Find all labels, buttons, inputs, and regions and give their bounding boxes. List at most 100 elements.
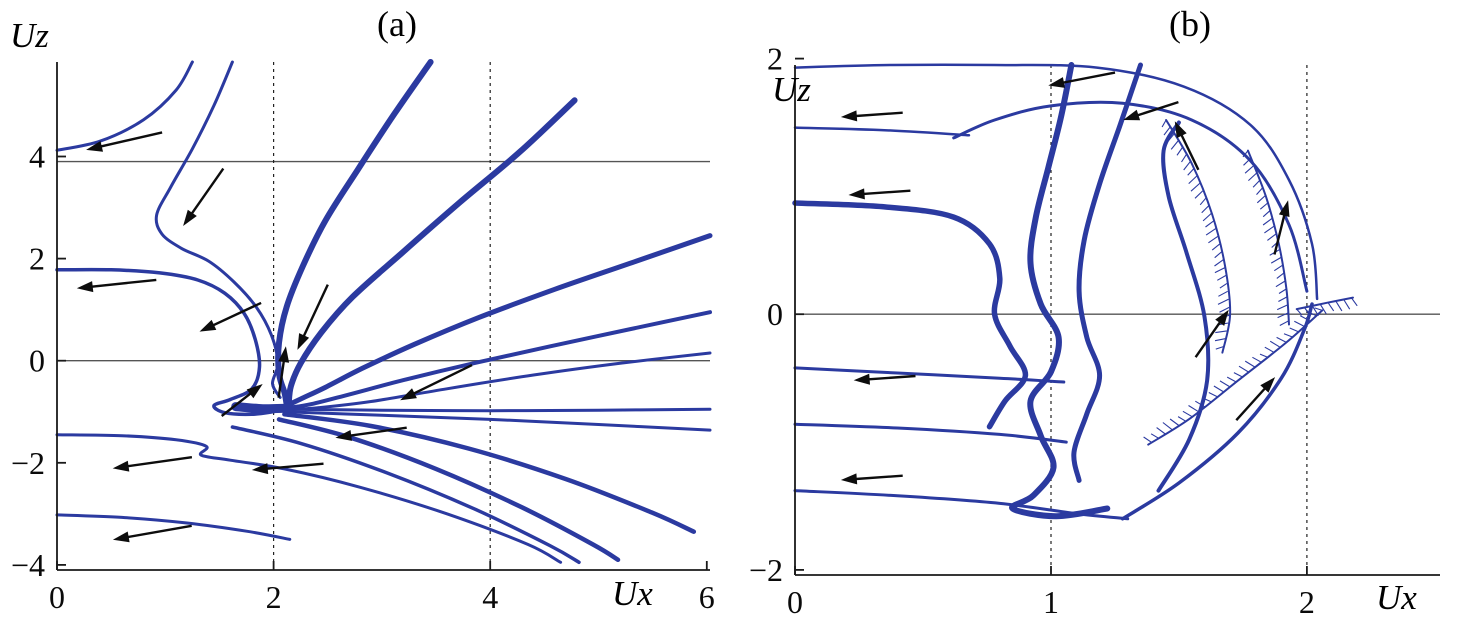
trajectory-fringe: [1296, 308, 1303, 316]
trajectory-fringe: [1161, 119, 1167, 128]
trajectory-fringe: [1242, 150, 1249, 158]
trajectory-fringe: [1327, 302, 1335, 312]
trajectory-fringe: [1335, 300, 1343, 312]
trajectory-fringe: [1218, 290, 1228, 297]
trajectory: [792, 200, 1029, 430]
trajectory: [1165, 119, 1232, 354]
x-tick-label: 2: [266, 579, 282, 615]
trajectory-fringe: [1256, 194, 1266, 204]
trajectory-fringe: [1156, 427, 1166, 435]
panel-a: 0 2 4 6 −4 −2 0 2 4: [11, 59, 715, 615]
trajectory-fringe: [1277, 312, 1289, 319]
trajectory-fringe: [1278, 288, 1287, 294]
trajectory-fringe: [1214, 259, 1224, 267]
panel-a-ylabel: Uz: [10, 16, 49, 55]
flow-arrow: [848, 188, 911, 200]
flow-arrow: [1194, 309, 1229, 358]
trajectory-fringe: [1275, 280, 1286, 288]
trajectory-fringe: [1201, 205, 1210, 214]
flow-arrow: [297, 284, 329, 350]
trajectory-fringe: [1219, 282, 1228, 289]
trajectory-fringe: [1217, 298, 1229, 305]
trajectory-fringe: [1294, 320, 1305, 327]
trajectory: [793, 489, 1130, 521]
trajectory-fringe: [1279, 320, 1289, 326]
trajectory-fringe: [1215, 345, 1224, 350]
trajectory-fringe: [1248, 172, 1258, 182]
trajectory-fringe: [1238, 365, 1249, 373]
y-tick-label: 2: [29, 241, 45, 277]
trajectory-fringe: [1256, 187, 1263, 195]
y-tick-label: 0: [767, 296, 783, 332]
trajectory-fringe: [1182, 410, 1193, 418]
trajectory-fringe: [1306, 310, 1317, 317]
trajectory: [288, 310, 712, 410]
trajectory-fringe: [1262, 210, 1271, 218]
flow-arrow: [112, 456, 193, 472]
trajectory-fringe: [1278, 296, 1288, 302]
trajectory-fringe: [1150, 433, 1159, 439]
trajectory-fringe: [1273, 264, 1283, 272]
y-tick-label: 2: [767, 41, 783, 77]
trajectory: [793, 366, 1066, 384]
flow-arrow: [1273, 200, 1290, 255]
flow-arrow: [335, 426, 407, 441]
trajectory-fringe: [1276, 336, 1287, 343]
trajectory-fringe: [1314, 307, 1323, 311]
trajectory-fringe: [1259, 353, 1268, 358]
trajectory: [1147, 309, 1324, 446]
trajectory-fringe: [1270, 256, 1282, 264]
trajectory-fringe: [1276, 272, 1285, 279]
trajectory: [231, 402, 295, 414]
trajectory-fringe: [1289, 327, 1299, 333]
y-tick-label: −2: [11, 445, 45, 481]
trajectory: [154, 60, 282, 399]
trajectory-fringe: [1252, 180, 1260, 188]
panel-b-ylabel: Uz: [772, 70, 811, 109]
panel-a-title: (a): [377, 4, 417, 44]
trajectory-fringe: [1187, 168, 1195, 176]
flow-arrow: [840, 110, 903, 122]
trajectory-fringe: [1262, 218, 1273, 226]
flow-arrow: [220, 384, 263, 417]
trajectory-fringe: [1205, 228, 1217, 236]
trajectory: [1156, 120, 1211, 493]
trajectory-fringe: [1267, 233, 1277, 241]
flow-arrow: [251, 462, 324, 475]
trajectory-fringe: [1208, 235, 1219, 244]
trajectory-fringe: [1183, 160, 1191, 171]
flow-arrow: [1174, 121, 1200, 171]
x-tick-label: 6: [699, 579, 715, 615]
trajectory-fringe: [1205, 220, 1215, 228]
trajectory-fringe: [1166, 133, 1175, 144]
flow-arrow: [76, 278, 157, 293]
trajectory-fringe: [1343, 299, 1351, 310]
trajectory-fringe: [1195, 400, 1206, 408]
trajectory-fringe: [1244, 360, 1256, 368]
trajectory-fringe: [1202, 397, 1212, 403]
trajectory: [793, 422, 1068, 444]
trajectory-fringe: [1311, 305, 1319, 316]
trajectory-fringe: [1143, 436, 1153, 443]
y-tick-label: 4: [29, 139, 45, 175]
trajectory: [1071, 62, 1143, 483]
trajectory: [952, 100, 1309, 293]
trajectory-fringe: [1214, 338, 1226, 342]
trajectory: [282, 412, 697, 534]
trajectory-fringe: [1213, 385, 1224, 393]
flow-arrow: [1123, 100, 1179, 121]
trajectory-fringe: [1211, 243, 1220, 251]
flow-arrow: [1235, 377, 1276, 422]
trajectory-fringe: [1190, 182, 1201, 192]
trajectory-fringe: [1226, 376, 1237, 383]
trajectory-fringe: [1252, 356, 1262, 363]
flow-arrow: [1048, 71, 1116, 88]
trajectory: [793, 126, 971, 137]
trajectory-fringe: [1351, 297, 1358, 307]
trajectory-fringe: [1202, 212, 1212, 222]
trajectory-fringe: [1162, 422, 1173, 431]
trajectory: [282, 407, 712, 413]
trajectory-fringe: [1170, 140, 1179, 150]
